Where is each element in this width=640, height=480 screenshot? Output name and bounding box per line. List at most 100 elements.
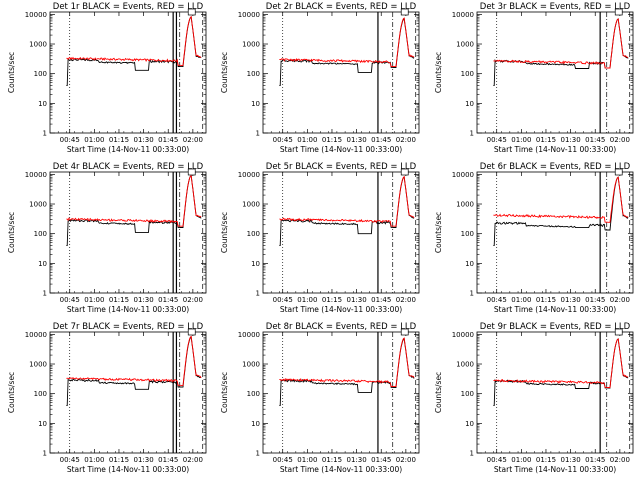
y-tick-label: 10 (251, 420, 260, 428)
red-lld-line (492, 338, 628, 388)
plot-frame (476, 11, 633, 134)
x-axis-label: Start Time (14-Nov-11 00:33:00) (493, 145, 615, 154)
detector-chart-svg: Det 1r BLACK = Events, RED = LLD 1 10 100 10… (7, 2, 207, 154)
y-tick-label: 10000 (451, 171, 473, 179)
chart-title: Det 7r BLACK = Events, RED = LLD (53, 322, 204, 332)
x-tick-label: 01:00 (84, 296, 104, 304)
y-tick-label: 1000 (242, 41, 260, 49)
x-tick-label: 01:00 (511, 456, 531, 464)
chart-title: Det 2r BLACK = Events, RED = LLD (266, 2, 417, 12)
black-events-line (492, 176, 629, 246)
x-tick-label: 01:30 (134, 296, 154, 304)
y-tick-label: 100 (460, 70, 473, 78)
peak-marker-box (401, 328, 409, 336)
red-lld-line (66, 15, 202, 66)
y-tick-label: 10 (465, 420, 474, 428)
y-tick-label: 1000 (242, 201, 260, 209)
x-axis-label: Start Time (14-Nov-11 00:33:00) (280, 305, 402, 314)
y-axis-label: Counts/sec (7, 212, 16, 253)
plot-frame (262, 331, 420, 454)
y-tick-label: 10 (251, 260, 260, 268)
black-events-line (66, 16, 202, 86)
plot-frame (476, 171, 633, 294)
x-tick-label: 02:00 (183, 456, 203, 464)
y-tick-label: 10000 (238, 11, 260, 19)
x-tick-label: 01:30 (347, 136, 367, 144)
x-tick-label: 01:45 (158, 296, 178, 304)
y-tick-label: 100 (34, 390, 47, 398)
x-tick-label: 01:30 (560, 456, 580, 464)
y-tick-label: 10000 (451, 11, 473, 19)
y-tick-label: 100 (247, 70, 260, 78)
chart-title: Det 6r BLACK = Events, RED = LLD (479, 162, 630, 172)
y-tick-label: 1 (469, 450, 473, 458)
x-axis-label: Start Time (14-Nov-11 00:33:00) (280, 465, 402, 474)
detector-panel: Det 1r BLACK = Events, RED = LLD 1 10 100 10… (0, 0, 213, 160)
peak-marker-box (401, 168, 409, 176)
x-axis-label: Start Time (14-Nov-11 00:33:00) (67, 145, 189, 154)
y-tick-label: 1 (43, 290, 47, 298)
peak-marker-box (187, 328, 196, 336)
plot-frame (49, 11, 207, 134)
y-tick-label: 10 (38, 260, 47, 268)
x-tick-label: 00:45 (60, 456, 80, 464)
x-tick-label: 01:00 (511, 136, 531, 144)
x-tick-label: 00:45 (273, 456, 293, 464)
x-tick-label: 02:00 (609, 456, 629, 464)
y-tick-label: 1000 (29, 41, 47, 49)
x-tick-label: 01:00 (84, 136, 104, 144)
y-tick-label: 10 (38, 420, 47, 428)
peak-marker-box (614, 168, 623, 176)
chart-title: Det 8r BLACK = Events, RED = LLD (266, 322, 417, 332)
x-tick-label: 02:00 (609, 296, 629, 304)
x-tick-label: 01:45 (158, 456, 178, 464)
x-tick-label: 00:45 (486, 136, 506, 144)
detector-chart-svg: Det 7r BLACK = Events, RED = LLD 1 10 100 10… (7, 322, 207, 474)
x-tick-label: 01:15 (109, 296, 129, 304)
x-tick-label: 02:00 (609, 136, 629, 144)
chart-title: Det 4r BLACK = Events, RED = LLD (53, 162, 204, 172)
x-tick-label: 01:30 (134, 136, 154, 144)
black-events-line (279, 176, 415, 246)
y-tick-label: 1 (256, 130, 260, 138)
y-tick-label: 10000 (238, 331, 260, 339)
y-axis-label: Counts/sec (434, 212, 443, 253)
x-tick-label: 01:15 (322, 456, 342, 464)
x-axis-label: Start Time (14-Nov-11 00:33:00) (67, 465, 189, 474)
y-tick-label: 100 (34, 70, 47, 78)
y-tick-label: 100 (460, 390, 473, 398)
y-tick-label: 10 (465, 100, 474, 108)
black-events-line (279, 338, 415, 406)
y-tick-label: 1 (43, 450, 47, 458)
x-tick-label: 01:15 (535, 456, 555, 464)
peak-marker-box (614, 8, 623, 16)
y-tick-label: 100 (247, 230, 260, 238)
y-tick-label: 1000 (456, 41, 474, 49)
red-lld-line (279, 175, 415, 227)
x-tick-label: 01:15 (535, 296, 555, 304)
x-tick-label: 01:00 (298, 296, 318, 304)
y-axis-label: Counts/sec (7, 52, 16, 93)
x-tick-label: 02:00 (396, 296, 416, 304)
y-tick-label: 1000 (456, 201, 474, 209)
x-tick-label: 02:00 (183, 296, 203, 304)
x-axis-label: Start Time (14-Nov-11 00:33:00) (280, 145, 402, 154)
x-tick-label: 00:45 (273, 296, 293, 304)
plot-frame (49, 331, 207, 454)
y-tick-label: 10 (465, 260, 474, 268)
x-tick-label: 01:45 (585, 456, 605, 464)
x-axis-label: Start Time (14-Nov-11 00:33:00) (493, 305, 615, 314)
red-lld-line (66, 335, 202, 386)
y-axis-label: Counts/sec (220, 52, 229, 93)
detector-chart-svg: Det 2r BLACK = Events, RED = LLD 1 10 100 10… (220, 2, 420, 154)
y-axis-label: Counts/sec (7, 372, 16, 413)
black-events-line (66, 174, 202, 246)
x-tick-label: 01:00 (511, 296, 531, 304)
detector-chart-svg: Det 5r BLACK = Events, RED = LLD 1 10 100 10… (220, 162, 420, 314)
x-tick-label: 01:00 (298, 456, 318, 464)
peak-marker-box (401, 8, 409, 16)
x-tick-label: 00:45 (486, 456, 506, 464)
red-lld-line (492, 176, 628, 223)
y-tick-label: 1 (469, 130, 473, 138)
